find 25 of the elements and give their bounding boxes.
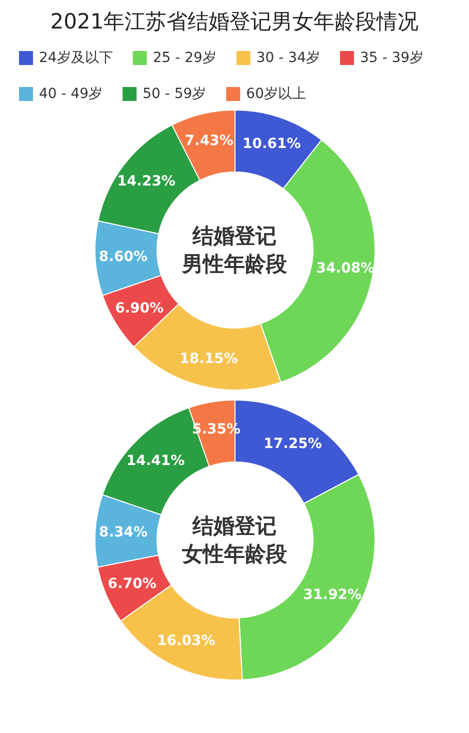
- data-label: 8.60%: [98, 248, 148, 265]
- data-label: 14.23%: [117, 174, 176, 190]
- data-label: 14.41%: [126, 453, 185, 470]
- legend-label: 25 - 29岁: [152, 50, 216, 66]
- data-label: 6.90%: [115, 300, 164, 316]
- legend-label: 24岁及以下: [39, 50, 113, 66]
- data-label: 8.34%: [98, 524, 148, 540]
- legend-label: 40 - 49岁: [39, 86, 103, 102]
- data-label: 31.92%: [303, 587, 362, 604]
- data-label: 17.25%: [264, 436, 322, 452]
- data-label: 7.43%: [184, 133, 234, 150]
- data-label: 34.08%: [316, 260, 375, 277]
- text: 女性年龄段: [181, 542, 288, 566]
- data-label: 16.03%: [156, 632, 216, 649]
- text: 男性年龄段: [181, 252, 288, 276]
- text: 结婚登记: [192, 224, 276, 248]
- data-label: 10.61%: [242, 136, 301, 152]
- legend-label: 60岁以上: [246, 86, 306, 102]
- legend-label: 30 - 34岁: [256, 50, 320, 66]
- legend-label: 50 - 59岁: [142, 86, 206, 102]
- chart-title: 2021年江苏省结婚登记男女年龄段情况: [50, 10, 419, 34]
- legend-label: 35 - 39岁: [360, 50, 424, 66]
- data-label: 6.70%: [108, 576, 156, 592]
- data-label: 18.15%: [180, 350, 238, 367]
- text: 结婚登记: [192, 514, 276, 538]
